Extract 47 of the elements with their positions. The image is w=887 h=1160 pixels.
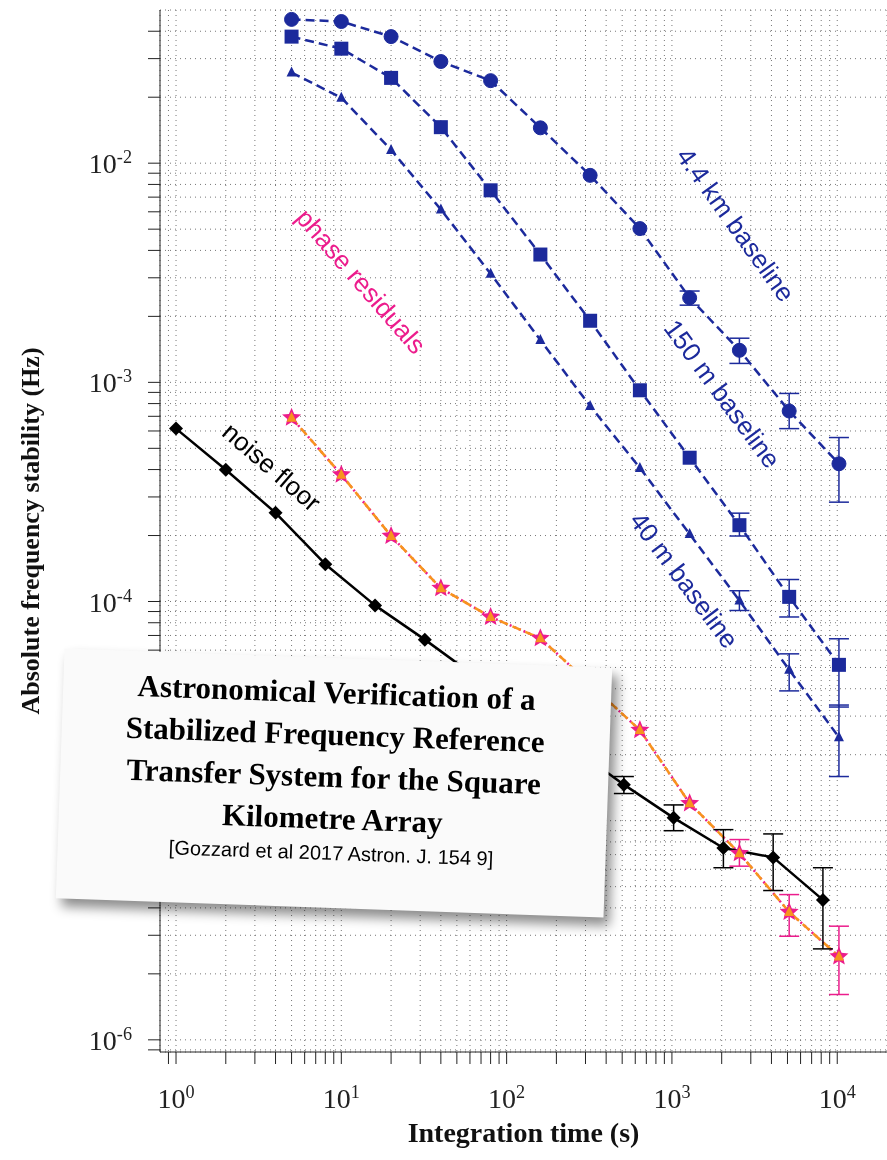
point: [831, 456, 847, 472]
point: [632, 383, 647, 398]
y-tick-label: 10$^{-4}$: [88, 585, 132, 618]
point: [585, 400, 596, 410]
point: [682, 290, 698, 306]
point: [833, 731, 844, 742]
point: [682, 450, 697, 465]
point: [284, 11, 300, 27]
x-tick-label: 10$^{3}$: [653, 1082, 691, 1114]
point: [533, 247, 548, 262]
y-tick-label: 10$^{-6}$: [88, 1023, 132, 1056]
point: [284, 29, 299, 44]
point: [784, 663, 795, 674]
point: [384, 70, 399, 85]
point: [632, 221, 648, 237]
x-axis-title: Integration time (s): [407, 1117, 640, 1148]
point: [732, 518, 747, 533]
x-tick-label: 10$^{4}$: [818, 1082, 856, 1114]
y-axis-title: Absolute frequency stability (Hz): [16, 347, 46, 715]
point: [383, 29, 399, 45]
point: [782, 589, 797, 604]
y-tick-label: 10$^{-2}$: [88, 147, 132, 180]
point: [336, 91, 347, 102]
y-tick-label: 10$^{-3}$: [88, 366, 132, 399]
point: [286, 66, 297, 77]
x-tick-label: 10$^{1}$: [322, 1082, 360, 1114]
x-tick-label: 10$^{0}$: [157, 1082, 195, 1114]
point: [734, 594, 745, 605]
point: [535, 334, 546, 345]
point: [433, 120, 448, 135]
point: [684, 528, 695, 539]
x-tick-label: 10$^{2}$: [488, 1082, 526, 1114]
point: [831, 657, 846, 672]
point: [583, 313, 598, 328]
point: [435, 203, 446, 214]
point: [781, 403, 797, 419]
point: [333, 14, 349, 30]
point: [731, 342, 747, 358]
point: [582, 167, 598, 183]
point: [485, 267, 496, 278]
point: [483, 183, 498, 198]
point: [334, 41, 349, 56]
point: [386, 143, 397, 154]
point: [532, 120, 548, 136]
point: [483, 73, 499, 89]
point: [433, 54, 449, 70]
point: [634, 461, 645, 472]
